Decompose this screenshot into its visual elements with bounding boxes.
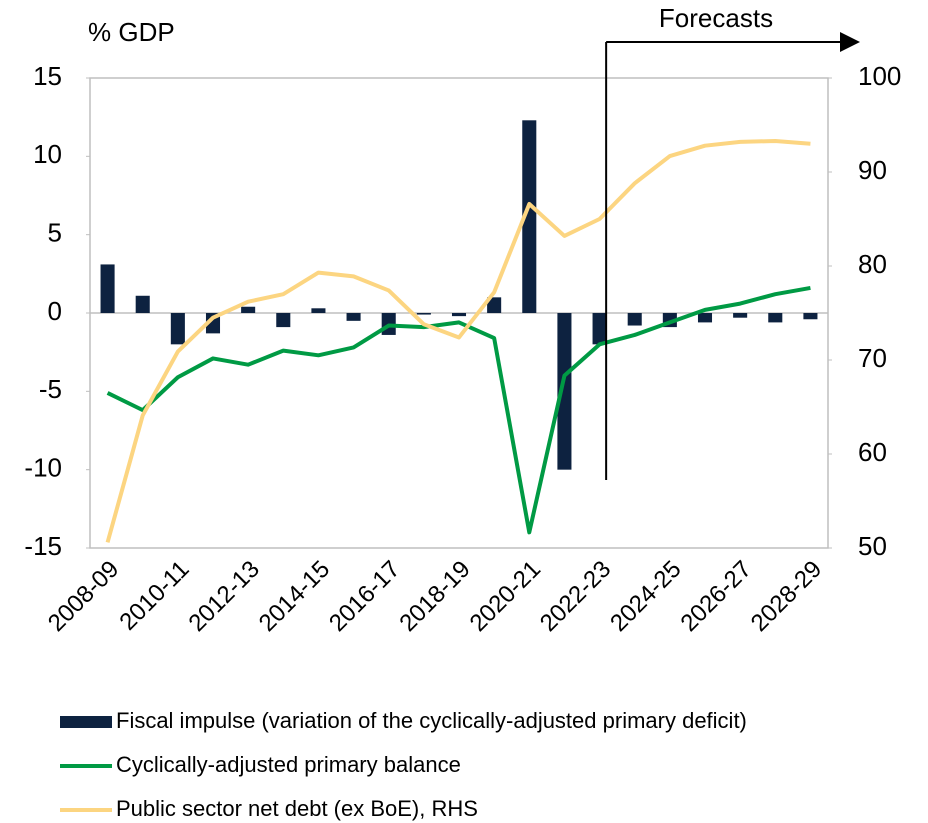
y-tick-label: 0 <box>48 296 62 326</box>
y2-tick-label: 80 <box>858 249 887 279</box>
bar <box>803 313 818 320</box>
x-tick-label: 2018-19 <box>394 556 475 637</box>
bar <box>733 313 748 318</box>
bar <box>276 313 291 328</box>
y2-tick-label: 70 <box>858 343 887 373</box>
x-tick-label: 2026-27 <box>675 556 756 637</box>
y2-tick-label: 60 <box>858 437 887 467</box>
bar <box>768 313 783 323</box>
bar <box>346 313 361 321</box>
bar <box>487 297 502 313</box>
bar <box>416 313 431 315</box>
x-tick-label: 2010-11 <box>114 556 194 636</box>
y2-tick-label: 90 <box>858 155 887 185</box>
y-tick-label: 15 <box>33 61 62 91</box>
legend-label: Public sector net debt (ex BoE), RHS <box>116 796 478 821</box>
bar <box>627 313 642 326</box>
y-tick-label: -5 <box>39 374 62 404</box>
annotation: Forecasts <box>659 3 773 33</box>
x-tick-label: 2012-13 <box>183 556 264 637</box>
bar <box>241 306 256 313</box>
bar <box>100 264 115 313</box>
y-axis-label: % GDP <box>88 17 175 47</box>
bar <box>135 295 150 313</box>
x-tick-label: 2022-23 <box>535 556 616 637</box>
x-tick-label: 2020-21 <box>465 556 546 637</box>
bar <box>311 308 326 313</box>
x-tick-label: 2028-29 <box>746 556 827 637</box>
y2-tick-label: 100 <box>858 61 901 91</box>
bar <box>451 313 467 317</box>
legend-label: Fiscal impulse (variation of the cyclica… <box>116 708 747 733</box>
x-tick-label: 2016-17 <box>324 556 405 637</box>
x-tick-label: 2014-15 <box>254 556 335 637</box>
line <box>105 138 811 543</box>
y-tick-label: -15 <box>24 531 62 561</box>
bar <box>170 313 185 345</box>
line <box>106 285 811 535</box>
y-tick-label: 10 <box>33 139 62 169</box>
y-tick-label: 5 <box>48 218 62 248</box>
x-tick-label: 2008-09 <box>43 556 124 637</box>
x-tick-label: 2024-25 <box>605 556 686 637</box>
bar <box>522 120 537 313</box>
legend-swatch <box>60 716 112 728</box>
legend-label: Cyclically-adjusted primary balance <box>116 752 461 777</box>
bar <box>592 313 607 345</box>
bar <box>557 313 572 470</box>
y2-tick-label: 50 <box>858 531 887 561</box>
bar <box>697 313 713 323</box>
y-tick-label: -10 <box>24 453 62 483</box>
